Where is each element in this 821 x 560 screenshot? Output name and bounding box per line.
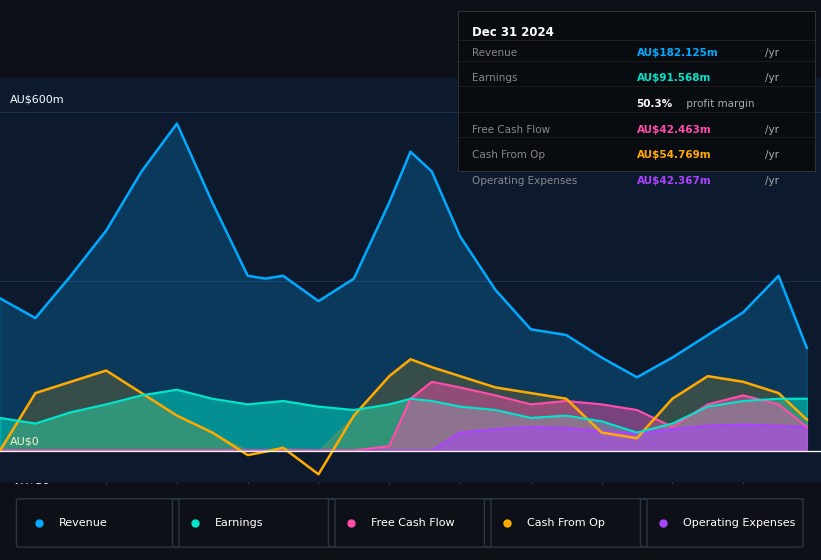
Text: AU$0: AU$0 bbox=[10, 437, 39, 446]
Text: AU$91.568m: AU$91.568m bbox=[637, 73, 711, 83]
Text: Operating Expenses: Operating Expenses bbox=[472, 176, 578, 185]
Text: AU$182.125m: AU$182.125m bbox=[637, 48, 718, 58]
Text: Cash From Op: Cash From Op bbox=[527, 518, 605, 528]
Text: Operating Expenses: Operating Expenses bbox=[683, 518, 796, 528]
Text: Free Cash Flow: Free Cash Flow bbox=[472, 124, 551, 134]
Text: 50.3%: 50.3% bbox=[637, 99, 673, 109]
Text: /yr: /yr bbox=[765, 176, 779, 185]
Text: /yr: /yr bbox=[765, 124, 779, 134]
Text: Earnings: Earnings bbox=[472, 73, 518, 83]
Text: AU$42.463m: AU$42.463m bbox=[637, 124, 712, 134]
Text: profit margin: profit margin bbox=[683, 99, 754, 109]
Text: AU$54.769m: AU$54.769m bbox=[637, 150, 711, 160]
Text: AU$42.367m: AU$42.367m bbox=[637, 176, 712, 185]
Text: Free Cash Flow: Free Cash Flow bbox=[371, 518, 455, 528]
Text: /yr: /yr bbox=[765, 48, 779, 58]
Text: Revenue: Revenue bbox=[59, 518, 108, 528]
Text: Earnings: Earnings bbox=[215, 518, 264, 528]
Text: -AU$50m: -AU$50m bbox=[10, 483, 62, 493]
Text: Cash From Op: Cash From Op bbox=[472, 150, 545, 160]
Text: AU$600m: AU$600m bbox=[10, 94, 65, 104]
Text: /yr: /yr bbox=[765, 73, 779, 83]
Text: Revenue: Revenue bbox=[472, 48, 517, 58]
Text: Dec 31 2024: Dec 31 2024 bbox=[472, 26, 554, 39]
Text: /yr: /yr bbox=[765, 150, 779, 160]
